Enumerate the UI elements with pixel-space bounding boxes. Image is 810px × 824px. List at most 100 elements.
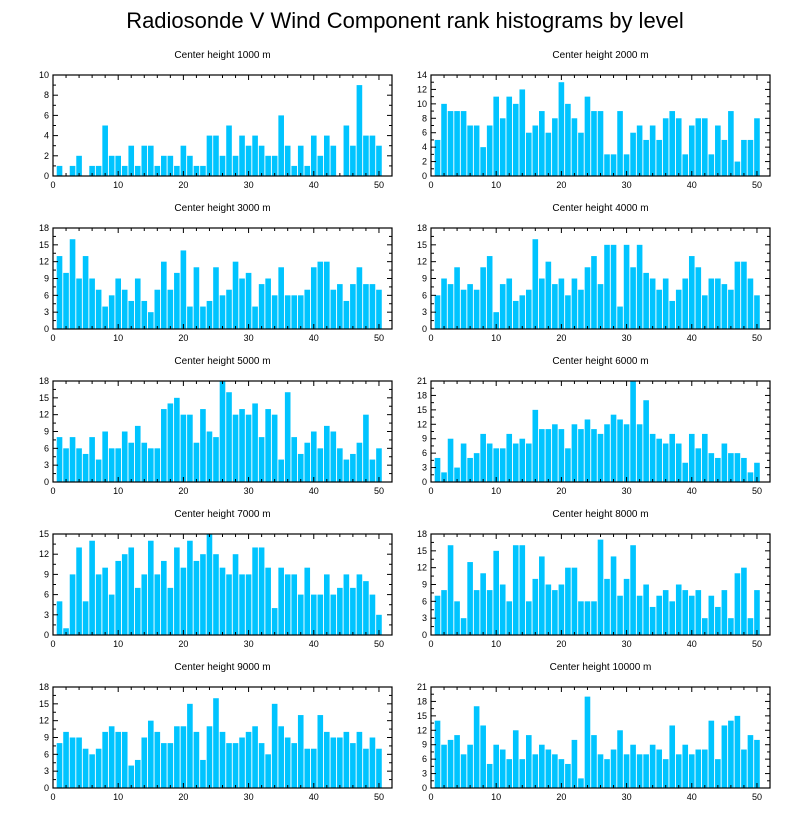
histogram-bar xyxy=(662,278,669,329)
histogram-bar xyxy=(369,135,376,176)
histogram-bar xyxy=(232,414,239,482)
histogram-bar xyxy=(89,540,95,635)
histogram-bar xyxy=(356,85,363,176)
y-tick-label: 0 xyxy=(44,630,49,640)
histogram-bar xyxy=(610,244,617,329)
y-tick-label: 9 xyxy=(44,733,49,743)
histogram-bar xyxy=(147,720,154,788)
histogram-bar xyxy=(669,300,676,329)
histogram-bar xyxy=(617,730,623,788)
histogram-bar xyxy=(695,448,702,482)
y-tick-label: 0 xyxy=(44,783,49,793)
histogram-bar xyxy=(291,295,298,329)
histogram-bar xyxy=(284,145,291,176)
histogram-bar xyxy=(141,145,148,176)
histogram-bar xyxy=(715,457,721,482)
histogram-bar xyxy=(571,567,578,635)
histogram-bar xyxy=(649,433,656,482)
histogram-bar xyxy=(102,567,108,635)
x-tick-label: 10 xyxy=(491,792,501,802)
y-tick-label: 0 xyxy=(422,324,427,334)
histogram-bar xyxy=(200,409,206,482)
histogram-bar xyxy=(630,545,636,635)
histogram-bar xyxy=(343,574,350,635)
y-tick-label: 9 xyxy=(44,427,49,437)
x-tick-label: 0 xyxy=(50,792,55,802)
histogram-bar xyxy=(245,272,252,329)
y-tick-label: 15 xyxy=(39,240,49,250)
y-tick-label: 9 xyxy=(422,434,427,444)
histogram-bar xyxy=(662,759,669,788)
histogram-bar xyxy=(187,155,193,176)
histogram-bar xyxy=(310,748,317,788)
histogram-bar xyxy=(141,737,148,788)
histogram-bar xyxy=(454,467,460,482)
y-tick-label: 18 xyxy=(39,376,49,386)
histogram-bar xyxy=(734,715,741,788)
y-tick-label: 15 xyxy=(417,240,427,250)
histogram-bar xyxy=(200,306,206,329)
histogram-bar xyxy=(467,284,473,329)
y-tick-label: 6 xyxy=(44,749,49,759)
y-tick-label: 9 xyxy=(44,569,49,579)
histogram-bar xyxy=(512,300,519,329)
histogram-bar xyxy=(141,300,148,329)
histogram-bar xyxy=(728,111,734,176)
x-tick-label: 10 xyxy=(491,486,501,496)
histogram-bar xyxy=(206,135,213,176)
y-tick-label: 6 xyxy=(44,110,49,120)
histogram-bar xyxy=(219,295,226,329)
histogram-bar xyxy=(591,111,597,176)
histogram-bar xyxy=(675,118,682,176)
histogram-bar xyxy=(128,765,135,788)
histogram-bar xyxy=(552,118,558,176)
histogram-bar xyxy=(219,381,226,482)
histogram-bar xyxy=(741,457,747,482)
y-tick-label: 2 xyxy=(422,157,427,167)
histogram-bar xyxy=(206,726,213,788)
y-tick-label: 18 xyxy=(417,696,427,706)
histogram-bar xyxy=(161,261,167,329)
histogram-bar xyxy=(747,472,754,482)
histogram-bar xyxy=(226,574,232,635)
histogram-bar xyxy=(278,267,284,329)
histogram-bar xyxy=(115,731,121,788)
histogram-bar xyxy=(675,289,682,329)
histogram-bar xyxy=(754,590,760,635)
histogram-bar xyxy=(56,256,63,329)
histogram-bar xyxy=(552,424,558,482)
histogram-bar xyxy=(154,731,161,788)
histogram-bar xyxy=(76,737,82,788)
histogram-bar xyxy=(688,595,695,635)
histogram-bar xyxy=(467,744,473,788)
histogram-bar xyxy=(363,748,369,788)
histogram-bar xyxy=(447,111,454,176)
histogram-bar xyxy=(565,103,571,176)
y-tick-label: 9 xyxy=(422,580,427,590)
histogram-bar xyxy=(519,89,526,176)
histogram-bar xyxy=(708,453,715,482)
x-tick-label: 30 xyxy=(622,180,632,190)
histogram-panel-9: Center height 9000 m 0 10 20 30 40 50 0 3 6 9 12 15 1… xyxy=(39,662,393,802)
histogram-bar xyxy=(363,414,369,482)
histogram-bar xyxy=(493,744,499,788)
histogram-bar xyxy=(284,737,291,788)
chart-title: Radiosonde V Wind Component rank histogr… xyxy=(126,8,684,33)
histogram-bar xyxy=(369,737,376,788)
histogram-bar xyxy=(232,554,239,635)
histogram-bar xyxy=(245,145,252,176)
histogram-bar xyxy=(597,284,604,329)
x-tick-label: 50 xyxy=(374,333,384,343)
x-tick-label: 20 xyxy=(178,792,188,802)
y-tick-label: 12 xyxy=(417,419,427,429)
histogram-bar xyxy=(695,749,702,788)
histogram-bar xyxy=(147,448,154,482)
histogram-bar xyxy=(278,459,284,482)
histogram-bar xyxy=(89,754,95,788)
histogram-panel-5: Center height 5000 m 0 10 20 30 40 50 0 3 6 9 12 15 1… xyxy=(39,356,393,496)
histogram-bar xyxy=(721,443,728,482)
y-tick-label: 6 xyxy=(422,128,427,138)
y-tick-label: 0 xyxy=(44,171,49,181)
histogram-bar xyxy=(630,267,636,329)
histogram-bar xyxy=(115,560,121,635)
